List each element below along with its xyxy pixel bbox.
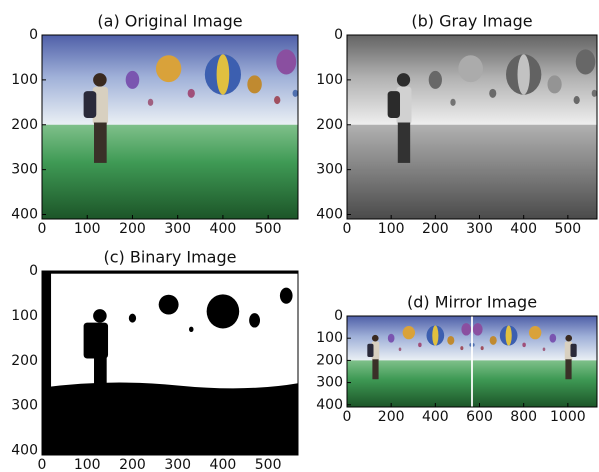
gray-image — [347, 35, 597, 219]
y-tick-label: 100 — [316, 72, 343, 88]
y-tick-label: 300 — [11, 162, 38, 178]
image — [347, 35, 597, 219]
y-tick-label: 100 — [11, 308, 38, 324]
image — [42, 271, 298, 455]
x-tick-label: 400 — [422, 409, 449, 425]
x-tick-label: 1000 — [550, 409, 586, 425]
y-tick-label: 0 — [334, 308, 343, 324]
x-tick-label: 0 — [38, 221, 47, 237]
x-tick-label: 200 — [378, 409, 405, 425]
x-tick-label: 400 — [210, 457, 237, 472]
y-tick-label: 0 — [29, 263, 38, 279]
image-content — [347, 316, 597, 407]
color-image — [42, 35, 298, 219]
y-tick-label: 200 — [11, 117, 38, 133]
y-tick-label: 300 — [11, 398, 38, 414]
image-right — [472, 316, 597, 407]
y-tick-label: 200 — [316, 117, 343, 133]
x-tick-label: 500 — [554, 221, 581, 237]
image-content — [42, 271, 298, 455]
x-tick-label: 400 — [210, 221, 237, 237]
y-tick-label: 200 — [11, 353, 38, 369]
y-tick-label: 400 — [316, 207, 343, 223]
image — [347, 316, 597, 407]
y-tick-label: 0 — [334, 27, 343, 43]
x-tick-label: 800 — [510, 409, 537, 425]
image — [42, 35, 298, 219]
x-tick-label: 400 — [510, 221, 537, 237]
panel-title: (b) Gray Image — [411, 12, 532, 31]
panel-title: (c) Binary Image — [104, 248, 237, 267]
x-tick-label: 0 — [343, 409, 352, 425]
mirror-line — [471, 316, 473, 407]
panel-title: (a) Original Image — [97, 12, 242, 31]
y-tick-label: 400 — [316, 397, 343, 413]
binary-image — [42, 271, 298, 455]
y-tick-label: 0 — [29, 27, 38, 43]
x-tick-label: 200 — [422, 221, 449, 237]
y-tick-label: 100 — [316, 330, 343, 346]
x-tick-label: 100 — [378, 221, 405, 237]
x-tick-label: 300 — [164, 457, 191, 472]
figure: (a) Original Image 0 100 200 300 400 500 0 100 20… — [0, 0, 599, 472]
x-tick-label: 100 — [74, 457, 101, 472]
x-tick-label: 600 — [466, 409, 493, 425]
x-tick-label: 100 — [74, 221, 101, 237]
image-left — [347, 316, 472, 407]
x-tick-label: 200 — [119, 221, 146, 237]
x-tick-label: 500 — [255, 457, 282, 472]
y-tick-label: 300 — [316, 162, 343, 178]
y-tick-label: 400 — [11, 443, 38, 459]
x-tick-label: 200 — [119, 457, 146, 472]
image-content — [347, 35, 597, 219]
x-tick-label: 300 — [466, 221, 493, 237]
y-tick-label: 400 — [11, 207, 38, 223]
y-tick-label: 100 — [11, 72, 38, 88]
panel-title: (d) Mirror Image — [407, 293, 537, 312]
x-tick-label: 0 — [343, 221, 352, 237]
image-content — [42, 35, 298, 219]
y-tick-label: 200 — [316, 352, 343, 368]
y-tick-label: 300 — [316, 375, 343, 391]
x-tick-label: 300 — [164, 221, 191, 237]
x-tick-label: 500 — [255, 221, 282, 237]
x-tick-label: 0 — [38, 457, 47, 472]
